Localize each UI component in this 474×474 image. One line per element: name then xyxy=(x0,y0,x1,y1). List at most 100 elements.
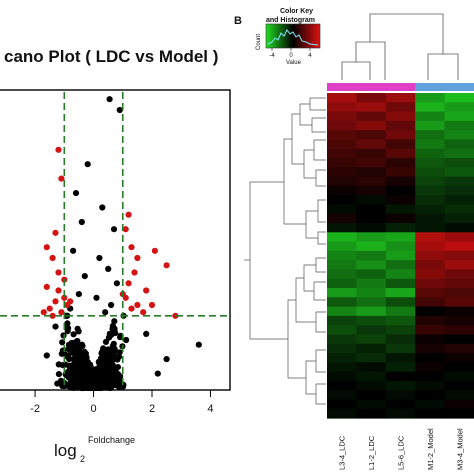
volcano-point-ns xyxy=(82,350,89,357)
column-dendrogram xyxy=(341,13,459,80)
heatmap-cell xyxy=(327,334,357,345)
heatmap-cell xyxy=(444,288,474,298)
heatmap-cell xyxy=(444,343,474,354)
heatmap-cell xyxy=(356,315,387,326)
color-key-histogram xyxy=(267,29,319,46)
heatmap-cell xyxy=(356,390,387,401)
heatmap-cell xyxy=(444,334,474,345)
heatmap-cell xyxy=(444,130,474,141)
heatmap-cell xyxy=(385,325,416,336)
heatmap-cell xyxy=(415,204,446,215)
heatmap-cell xyxy=(356,148,387,159)
color-key-xlabel: Value xyxy=(286,60,302,66)
volcano-point-ns xyxy=(102,338,110,345)
heatmap-cell xyxy=(415,362,446,373)
volcano-point-ns xyxy=(75,328,82,335)
heatmap-cell xyxy=(415,288,446,298)
volcano-point-ns xyxy=(111,325,118,332)
heatmap-cell xyxy=(327,185,357,196)
volcano-point-significant xyxy=(43,283,50,290)
heatmap-cell xyxy=(327,408,357,419)
heatmap-cell xyxy=(385,269,416,280)
volcano-point-significant xyxy=(131,269,138,276)
heatmap-cell xyxy=(415,250,446,261)
volcano-point-significant xyxy=(140,309,147,316)
heatmap-cell xyxy=(356,306,387,317)
heatmap-cell xyxy=(415,371,446,382)
color-key-title-line2: and Histogram xyxy=(266,17,315,24)
heatmap-cell xyxy=(385,204,416,215)
color-key-title-line1: Color Key xyxy=(280,8,313,15)
volcano-point-ns xyxy=(96,254,103,262)
volcano-point-significant xyxy=(49,312,56,319)
volcano-point-significant xyxy=(128,244,135,251)
heatmap-cell xyxy=(444,297,474,308)
volcano-point-significant xyxy=(46,305,53,312)
heatmap-cell xyxy=(415,223,446,233)
heatmap-cell xyxy=(327,315,357,326)
heatmap-cell xyxy=(415,269,446,280)
volcano-point-ns xyxy=(104,373,111,380)
heatmap-cell xyxy=(415,148,446,159)
volcano-point-significant xyxy=(134,254,141,262)
heatmap-cell xyxy=(385,306,416,317)
heatmap-cell xyxy=(385,362,416,373)
heatmap-cell xyxy=(444,213,474,224)
heatmap-cell xyxy=(385,158,416,168)
volcano-point-ns xyxy=(102,309,109,316)
volcano-point-ns xyxy=(108,301,115,309)
volcano-point-ns xyxy=(74,337,81,345)
heatmap-cell xyxy=(444,353,474,363)
volcano-x-tick-label: -2 xyxy=(30,403,40,415)
volcano-x-label: log 2 Foldchange xyxy=(54,435,135,464)
heatmap-cell xyxy=(444,93,474,103)
volcano-point-ns xyxy=(106,346,114,353)
volcano-point-ns xyxy=(92,375,99,382)
volcano-point-ns xyxy=(109,365,116,372)
heatmap-cell xyxy=(356,130,387,141)
heatmap-cell xyxy=(327,232,357,243)
heatmap-cell xyxy=(356,223,387,233)
heatmap-cell xyxy=(327,93,357,103)
heatmap-cell xyxy=(415,139,446,150)
volcano-x-ticks: -2 0 2 4 xyxy=(30,390,214,415)
group-bar-segment xyxy=(415,83,446,91)
heatmap-cell xyxy=(356,325,387,336)
heatmap-cell xyxy=(356,158,387,168)
heatmap-cell xyxy=(327,148,357,159)
heatmap-cell xyxy=(356,353,387,363)
sample-label: M1-2_Model xyxy=(426,428,435,470)
heatmap-cell xyxy=(385,130,416,141)
heatmap-cell xyxy=(356,334,387,345)
volcano-point-significant xyxy=(148,301,156,309)
heatmap-cell xyxy=(385,353,416,363)
volcano-point-significant xyxy=(55,287,62,294)
heatmap-cell xyxy=(327,380,357,391)
volcano-point-ns xyxy=(117,334,124,341)
heatmap-cell xyxy=(415,185,446,196)
heatmap-cell xyxy=(385,232,416,243)
heatmap-cell xyxy=(327,167,357,178)
heatmap-cell xyxy=(327,260,357,271)
heatmap-cell xyxy=(356,120,387,131)
heatmap-cell xyxy=(415,278,446,289)
volcano-point-significant xyxy=(122,226,129,233)
volcano-thresholds xyxy=(0,92,228,388)
heatmap-cell xyxy=(415,315,446,326)
heatmap-cell xyxy=(327,306,357,317)
volcano-point-ns xyxy=(84,161,91,168)
volcano-point-ns xyxy=(99,204,106,211)
volcano-point-ns xyxy=(105,359,112,366)
heatmap-cell xyxy=(327,241,357,252)
volcano-plot-area xyxy=(0,89,231,392)
heatmap-cell xyxy=(444,408,474,419)
heatmap-cell xyxy=(415,102,446,113)
sample-label: L5-6_LDC xyxy=(397,435,406,470)
heatmap-cell xyxy=(444,269,474,280)
volcano-panel: cano Plot ( LDC vs Model ) -2 0 2 4 log 2 F… xyxy=(0,47,231,464)
heatmap-cell xyxy=(385,195,416,206)
volcano-point-ns xyxy=(116,106,123,114)
heatmap-cell xyxy=(415,93,446,103)
heatmap-cell xyxy=(385,334,416,345)
